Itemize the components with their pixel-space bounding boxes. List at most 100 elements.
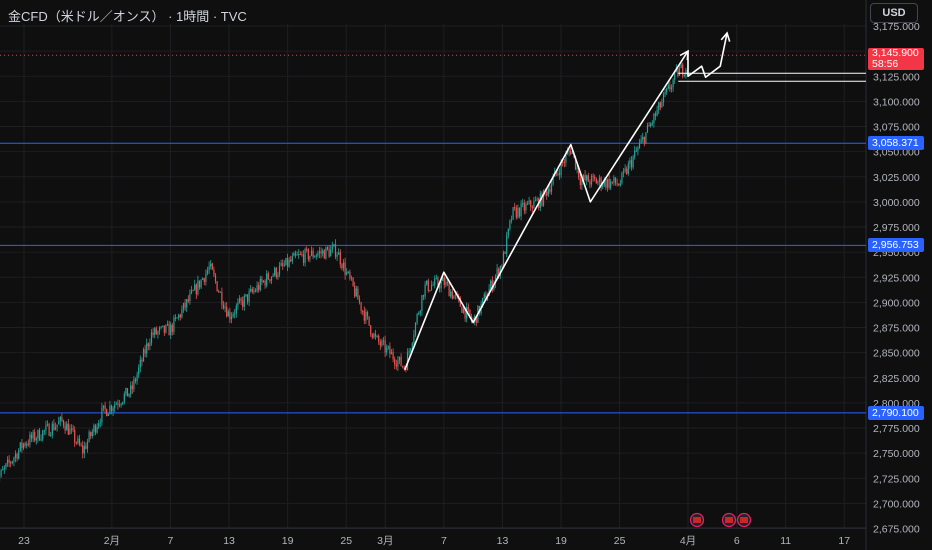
candle-body xyxy=(354,285,356,297)
candle-body xyxy=(325,247,327,259)
candle-body xyxy=(603,179,605,186)
candle-body xyxy=(226,307,228,317)
candle-body xyxy=(510,219,513,221)
candle-body xyxy=(525,204,527,211)
candle-body xyxy=(392,352,394,360)
candle-body xyxy=(221,291,223,305)
y-tick-label: 2,725.000 xyxy=(873,473,920,485)
candle-body xyxy=(262,280,265,282)
x-tick-label: 3月 xyxy=(377,535,393,547)
candle-body xyxy=(590,175,593,185)
candle-body xyxy=(570,151,572,154)
candle-body xyxy=(582,175,585,180)
candle-body xyxy=(638,143,641,148)
candle-body xyxy=(624,168,626,172)
candle-body xyxy=(469,309,471,317)
candle-body xyxy=(546,191,548,196)
current-price-label: 3,145.900 58:56 xyxy=(868,48,924,71)
y-tick-label: 2,875.000 xyxy=(873,323,920,335)
candle-body xyxy=(642,137,644,140)
candle-body xyxy=(88,432,90,442)
candle-body xyxy=(229,311,231,320)
candle-body xyxy=(90,432,92,436)
candle-body xyxy=(53,423,55,430)
candle-body xyxy=(608,178,610,188)
candle-body xyxy=(678,67,681,76)
candle-body xyxy=(35,438,37,441)
candle-body xyxy=(645,132,647,144)
candle-body xyxy=(677,68,679,76)
candle-body xyxy=(98,423,100,427)
candle-body xyxy=(602,185,604,188)
candle-body xyxy=(342,262,345,269)
candle-body xyxy=(203,278,205,282)
candle-body xyxy=(202,278,204,280)
candle-body xyxy=(378,335,380,342)
candle-body xyxy=(490,280,492,289)
candle-body xyxy=(379,341,381,346)
candle-body xyxy=(685,70,687,76)
candle-body xyxy=(282,263,284,266)
candle-body xyxy=(128,393,130,397)
y-tick-label: 3,000.000 xyxy=(873,197,920,209)
candle-body xyxy=(674,71,676,80)
candle-body xyxy=(176,317,178,319)
candle-body xyxy=(499,266,501,277)
candle-body xyxy=(547,189,549,196)
candle-body xyxy=(651,123,653,125)
candle-body xyxy=(14,453,17,458)
candle-body xyxy=(104,405,106,410)
candle-body xyxy=(50,434,52,436)
candle-body xyxy=(278,265,281,275)
currency-button[interactable]: USD xyxy=(870,3,918,23)
candle-body xyxy=(606,178,609,188)
x-tick-label: 7 xyxy=(168,535,174,547)
bar-countdown: 58:56 xyxy=(872,58,899,71)
candle-body xyxy=(397,360,399,367)
candle-body xyxy=(461,306,463,313)
candle-body xyxy=(405,369,407,371)
candle-body xyxy=(445,281,447,286)
candle-body xyxy=(214,274,217,282)
candle-body xyxy=(13,457,15,462)
candle-body xyxy=(362,310,364,312)
candle-body xyxy=(120,403,122,405)
y-tick-label: 2,975.000 xyxy=(873,222,920,234)
candle-body xyxy=(333,244,335,247)
candle-body xyxy=(285,258,287,266)
candle-body xyxy=(683,75,685,77)
candle-body xyxy=(66,423,68,431)
candle-body xyxy=(43,430,45,432)
candle-body xyxy=(530,200,532,207)
candle-body xyxy=(426,280,428,285)
candle-body xyxy=(482,297,484,304)
candle-body xyxy=(248,291,250,302)
candle-body xyxy=(301,254,303,256)
candle-body xyxy=(646,125,649,133)
candle-body xyxy=(258,285,260,290)
candle-body xyxy=(219,291,221,293)
candle-body xyxy=(304,249,306,263)
y-tick-label: 3,125.000 xyxy=(873,71,920,83)
candle-body xyxy=(398,356,401,361)
candle-body xyxy=(0,470,2,477)
candle-body xyxy=(198,280,201,288)
candle-body xyxy=(206,270,209,274)
candle-body xyxy=(552,176,554,185)
candle-body xyxy=(365,312,367,321)
candle-body xyxy=(86,441,89,449)
candle-body xyxy=(394,359,396,365)
candle-body xyxy=(637,147,639,151)
candle-body xyxy=(5,463,7,468)
candle-body xyxy=(395,364,397,367)
candle-body xyxy=(283,265,285,267)
candle-body xyxy=(381,340,383,346)
candle-body xyxy=(58,421,60,425)
candle-body xyxy=(467,307,469,310)
candle-body xyxy=(411,343,413,349)
candle-body xyxy=(496,268,498,277)
candle-body xyxy=(146,343,148,354)
x-tick-label: 11 xyxy=(780,535,791,547)
candle-body xyxy=(523,203,525,211)
